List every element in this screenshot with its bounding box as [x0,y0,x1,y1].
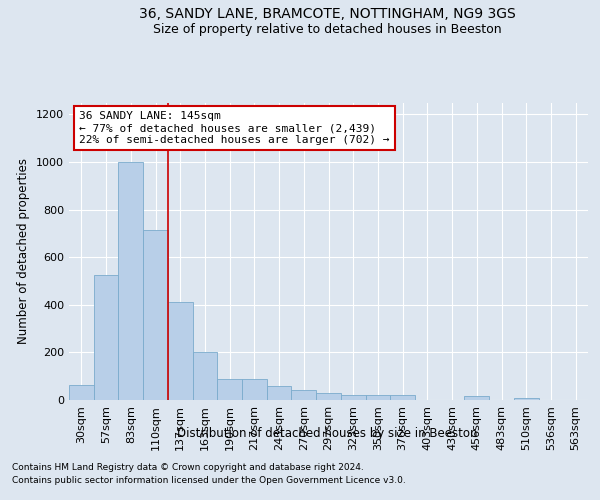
Bar [267,386,292,400]
Bar [193,352,217,400]
Bar [143,230,168,400]
Bar [464,396,489,400]
Bar [365,395,390,400]
Y-axis label: Number of detached properties: Number of detached properties [17,158,31,344]
Bar [341,395,365,400]
Text: Contains HM Land Registry data © Crown copyright and database right 2024.: Contains HM Land Registry data © Crown c… [12,462,364,471]
Bar [514,398,539,400]
Bar [168,302,193,400]
Bar [118,162,143,400]
Text: 36, SANDY LANE, BRAMCOTE, NOTTINGHAM, NG9 3GS: 36, SANDY LANE, BRAMCOTE, NOTTINGHAM, NG… [139,8,515,22]
Bar [94,275,118,400]
Bar [316,393,341,400]
Bar [69,384,94,400]
Text: 36 SANDY LANE: 145sqm
← 77% of detached houses are smaller (2,439)
22% of semi-d: 36 SANDY LANE: 145sqm ← 77% of detached … [79,112,390,144]
Bar [242,378,267,400]
Text: Size of property relative to detached houses in Beeston: Size of property relative to detached ho… [152,22,502,36]
Text: Distribution of detached houses by size in Beeston: Distribution of detached houses by size … [177,428,477,440]
Bar [217,378,242,400]
Text: Contains public sector information licensed under the Open Government Licence v3: Contains public sector information licen… [12,476,406,485]
Bar [292,390,316,400]
Bar [390,395,415,400]
